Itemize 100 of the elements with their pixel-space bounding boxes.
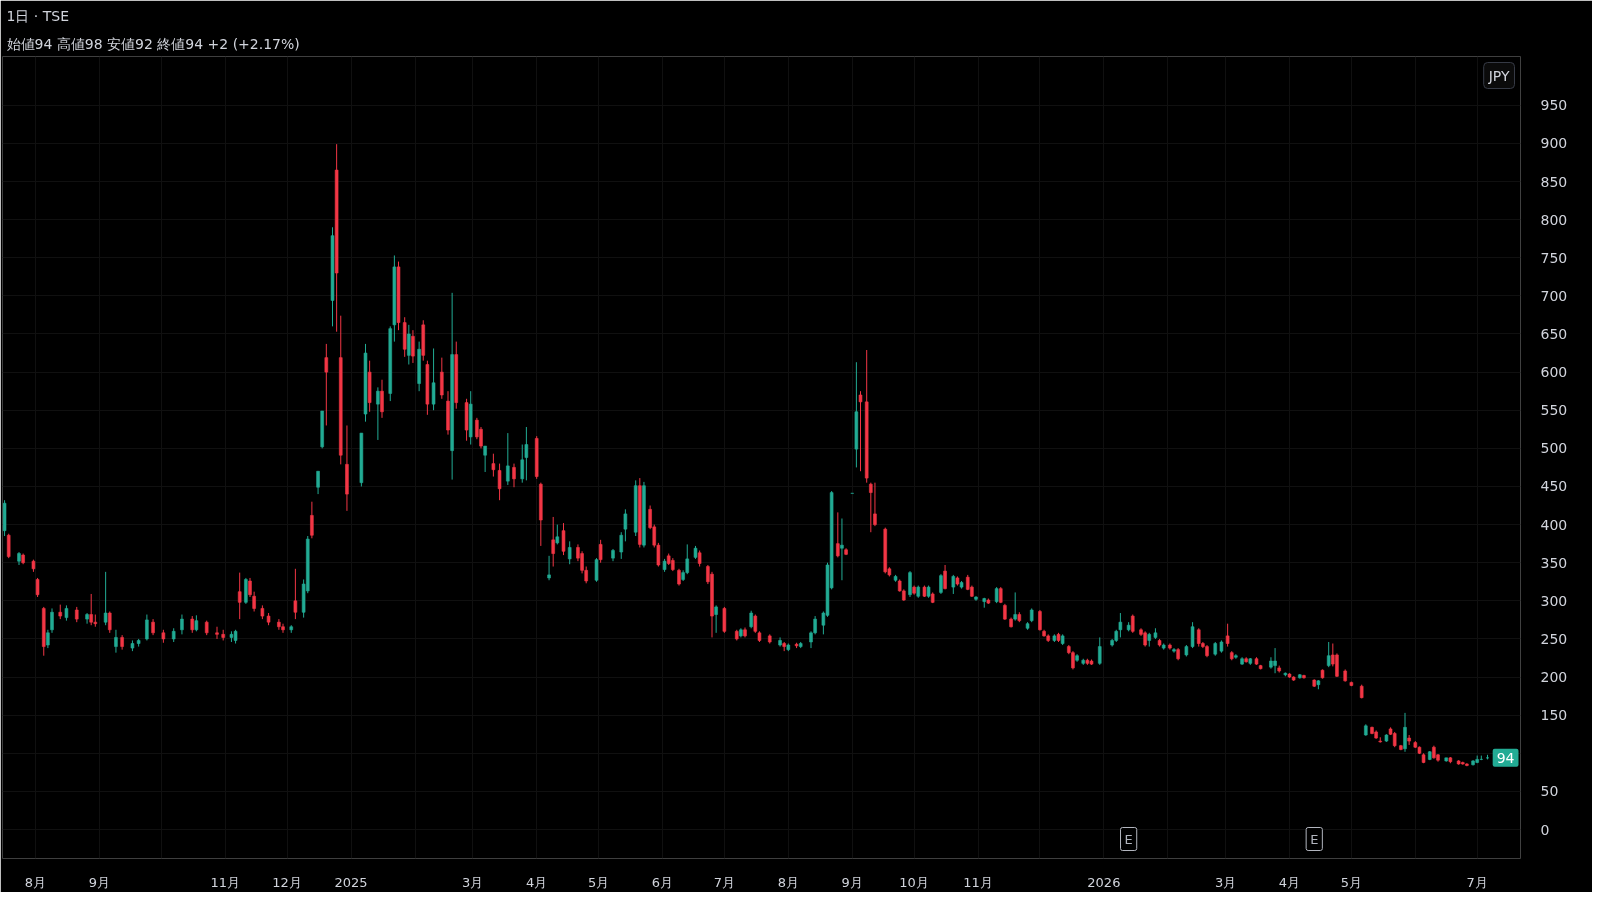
y-tick-label: 50 <box>1540 783 1559 800</box>
candlestick <box>293 568 298 620</box>
candlestick <box>908 570 912 598</box>
candlestick <box>491 453 496 478</box>
y-tick-label: 150 <box>1540 707 1568 724</box>
candlestick <box>598 539 603 564</box>
candlestick <box>840 517 844 581</box>
x-tick-label: 7月 <box>1466 874 1488 890</box>
candlestick <box>1273 647 1277 674</box>
candlestick <box>939 573 943 595</box>
candlestick <box>1118 612 1123 638</box>
candlestick <box>506 432 510 486</box>
y-tick-label: 250 <box>1540 630 1568 647</box>
candlestick <box>376 386 380 441</box>
x-tick-label: 5月 <box>1340 874 1363 890</box>
candlestick <box>561 522 566 556</box>
candlestick <box>619 531 623 560</box>
candlestick <box>316 470 320 495</box>
candlestick <box>547 555 551 581</box>
y-tick-label: 550 <box>1540 402 1568 419</box>
candlestick <box>145 614 149 641</box>
candlestick <box>1407 734 1411 746</box>
x-tick-label: 3月 <box>1214 874 1237 890</box>
candlestick <box>1403 712 1407 753</box>
candlestick <box>35 577 40 598</box>
x-tick-label: 4月 <box>1278 874 1301 890</box>
candlestick <box>623 508 628 542</box>
y-tick-label: 800 <box>1540 211 1568 228</box>
y-tick-label: 350 <box>1540 554 1568 571</box>
candlestick <box>497 463 502 501</box>
candlestick <box>277 618 281 631</box>
y-axis-title: JPY <box>1487 67 1510 84</box>
candlestick <box>1190 621 1195 649</box>
candlestick <box>310 501 314 539</box>
candlestick <box>244 577 248 605</box>
candlestick <box>483 445 487 473</box>
candlestick <box>431 347 436 411</box>
y-tick-label: 300 <box>1540 592 1568 609</box>
candlestick <box>594 557 599 583</box>
x-tick-label: 5月 <box>587 874 610 890</box>
candlestick <box>520 444 524 484</box>
candlestick <box>407 324 411 365</box>
x-tick-label: 2025 <box>334 874 368 890</box>
x-tick-label: 10月 <box>899 874 929 890</box>
candlestick <box>380 379 384 419</box>
candlestick <box>215 626 219 640</box>
candlestick <box>440 357 444 400</box>
candlestick <box>714 604 718 634</box>
candlestick <box>722 606 727 634</box>
y-tick-label: 750 <box>1540 249 1568 266</box>
candlestick <box>180 614 184 635</box>
y-tick-label: 400 <box>1540 516 1568 533</box>
candlestick <box>512 463 516 488</box>
candlestick <box>858 390 863 472</box>
candlestick <box>237 572 242 620</box>
x-tick-label: 9月 <box>841 874 863 890</box>
candlestick <box>869 482 873 533</box>
y-tick-label: 900 <box>1540 135 1568 152</box>
candlestick <box>6 533 11 559</box>
annotation: 94 <box>1496 749 1515 766</box>
y-tick-label: 650 <box>1540 326 1568 342</box>
candlestick <box>281 623 285 634</box>
candlestick <box>551 516 555 568</box>
candlestick <box>1197 627 1201 648</box>
candlestick <box>873 482 877 527</box>
y-tick-label: 500 <box>1540 440 1568 457</box>
y-tick-label: 850 <box>1540 173 1568 190</box>
candlestick <box>1098 636 1102 666</box>
y-tick-label: 200 <box>1540 669 1568 686</box>
candlestick <box>324 343 329 426</box>
y-tick-label: 0 <box>1540 821 1550 838</box>
candlestick <box>85 612 89 625</box>
x-tick-label: 3月 <box>462 874 484 890</box>
y-tick-label: 700 <box>1540 287 1568 304</box>
annotation: E <box>1124 831 1133 847</box>
candlestick <box>836 511 840 558</box>
chart-subtitle: 始値94 高値98 安値92 終値94 +2 (+2.17%) <box>6 35 300 52</box>
x-tick-label: 2026 <box>1087 874 1121 890</box>
x-tick-label: 9月 <box>88 874 111 890</box>
x-tick-label: 4月 <box>526 874 548 890</box>
candlestick <box>1225 623 1230 648</box>
y-tick-label: 950 <box>1540 97 1568 114</box>
x-tick-label: 8月 <box>24 874 47 890</box>
candlestick <box>1013 591 1017 622</box>
x-tick-label: 12月 <box>272 874 302 890</box>
x-tick-label: 7月 <box>713 874 736 890</box>
candlestick <box>103 571 108 626</box>
candlestick <box>89 593 93 626</box>
y-tick-label: 600 <box>1540 364 1568 381</box>
y-tick-label: 450 <box>1540 478 1568 495</box>
candlestick <box>1326 641 1331 668</box>
candlestick <box>567 540 572 565</box>
candlestick <box>114 629 118 654</box>
x-tick-label: 8月 <box>777 874 799 890</box>
x-tick-label: 11月 <box>963 874 993 890</box>
annotation: E <box>1310 831 1319 847</box>
x-tick-label: 6月 <box>651 874 674 890</box>
candlestick <box>943 564 947 590</box>
x-tick-label: 11月 <box>210 874 241 890</box>
candlestick <box>524 426 529 481</box>
